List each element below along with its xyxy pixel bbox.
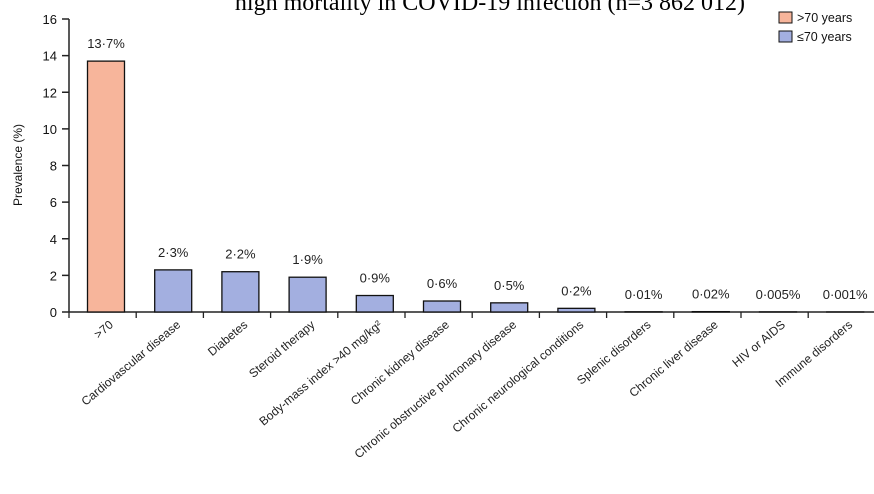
y-tick-label: 6: [50, 195, 57, 210]
legend: >70 years ≤70 years: [778, 11, 852, 44]
bar: [86, 60, 126, 313]
y-ticks: 0 2 4 6 8 10 12 14 16: [43, 12, 69, 320]
y-tick-label: 10: [43, 122, 57, 137]
bar: [288, 276, 327, 313]
x-tick-label: >70: [91, 317, 116, 341]
y-tick-label: 14: [43, 49, 57, 64]
legend-swatch: [778, 11, 793, 24]
y-tick-label: 8: [50, 159, 57, 174]
bar: [154, 269, 193, 313]
data-label: 0·2%: [561, 283, 592, 298]
data-label: 0·5%: [494, 278, 525, 293]
y-tick-label: 16: [43, 12, 57, 27]
x-tick-label: Steroid therapy: [246, 318, 317, 381]
bar: [490, 302, 529, 313]
data-label: 13·7%: [87, 36, 125, 51]
bar: [422, 300, 462, 313]
legend-swatch: [778, 30, 793, 43]
legend-label: ≤70 years: [797, 30, 852, 44]
legend-label: >70 years: [797, 11, 852, 25]
data-label: 0·9%: [360, 271, 391, 286]
y-tick-label: 12: [43, 85, 57, 100]
data-label: 0·005%: [756, 287, 801, 302]
data-label: 0·6%: [427, 276, 458, 291]
y-tick-label: 2: [50, 268, 57, 283]
x-tick-label: Diabetes: [205, 318, 250, 359]
x-tick-label: HIV or AIDS: [729, 318, 788, 370]
data-label: 0·02%: [692, 287, 730, 302]
data-label: 1·9%: [292, 252, 323, 267]
data-label: 2·3%: [158, 245, 189, 260]
chart-title: high mortality in COVID-19 infection (n=…: [235, 0, 745, 16]
x-tick-label: Body-mass index >40 mg/kg²: [256, 318, 384, 429]
data-label: 0·01%: [625, 287, 663, 302]
bar: [355, 294, 394, 313]
y-tick-label: 0: [50, 305, 57, 320]
data-label: 2·2%: [225, 247, 256, 262]
bars: 13·7% 2·3% 2·2% 1·9% 0·9% 0·6% 0·5% 0·2% 0·01% 0·…: [86, 36, 868, 313]
bar: [221, 271, 260, 313]
data-label: 0·001%: [823, 287, 868, 302]
x-tick-label: Chronic neurological conditions: [450, 318, 587, 436]
y-axis-label: Prevalence (%): [11, 124, 25, 206]
y-tick-label: 4: [50, 232, 57, 247]
bar: [557, 307, 596, 313]
